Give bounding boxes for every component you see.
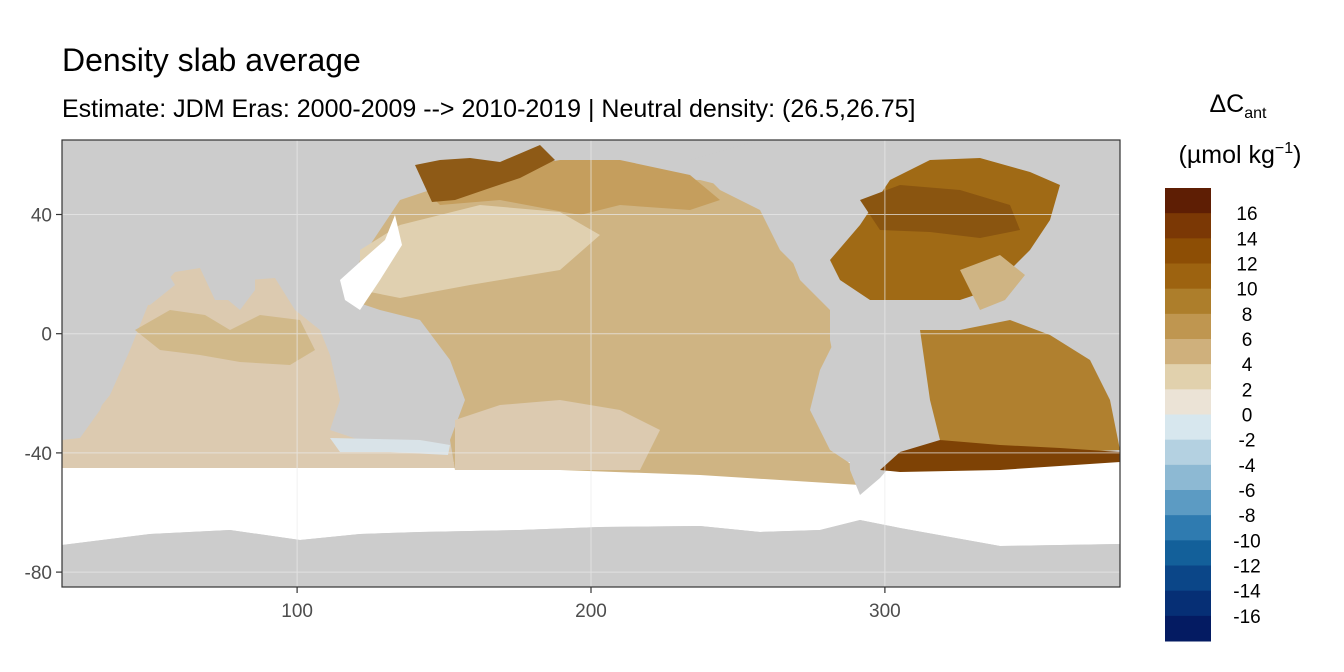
legend-swatch [1165, 188, 1211, 214]
region-asia-coast-white [340, 215, 402, 310]
legend-swatch [1165, 464, 1211, 491]
legend-label: -4 [1239, 456, 1256, 477]
legend-label: -16 [1233, 607, 1260, 628]
legend-label: 12 [1236, 255, 1257, 276]
legend-swatch [1165, 213, 1211, 239]
legend-swatch [1165, 288, 1211, 315]
legend-label: -14 [1233, 582, 1261, 603]
legend-label: 0 [1242, 406, 1253, 427]
x-axis: 100 200 300 [281, 587, 901, 622]
legend-swatch [1165, 590, 1211, 617]
chart-title: Density slab average [62, 42, 361, 78]
region-okhotsk-sea [415, 145, 555, 202]
legend-labels: 16 14 12 10 8 6 4 2 0 -2 -4 -6 -8 -10 -12 -14 -16 [1233, 204, 1261, 628]
legend-swatch [1165, 414, 1211, 441]
legend-label: 6 [1242, 330, 1253, 351]
region-atlantic-eastern [960, 255, 1025, 310]
legend-label: 8 [1242, 305, 1253, 326]
region-south-of-australia [330, 438, 450, 455]
legend-swatch [1165, 439, 1211, 466]
legend-swatch [1165, 490, 1211, 516]
region-arabian-sea [135, 310, 315, 365]
region-north-atlantic-subpolar [860, 185, 1020, 238]
legend-label: 10 [1236, 280, 1257, 301]
region-africa-land-2 [62, 300, 125, 440]
legend-swatch [1165, 540, 1211, 566]
legend-label: -12 [1233, 557, 1260, 578]
region-north-pacific-subtropical [360, 205, 600, 298]
grid [62, 140, 1120, 587]
legend-label: -10 [1233, 531, 1260, 552]
legend-swatch [1165, 565, 1211, 592]
legend-swatch [1165, 263, 1211, 290]
legend-swatch [1165, 313, 1211, 340]
legend-swatch [1165, 389, 1211, 415]
legend-label: 2 [1242, 380, 1253, 401]
legend: ΔCant (µmol kg−1) 16 14 12 10 8 6 4 2 0 -2 -4 -6 -8 -… [1165, 90, 1301, 642]
y-tick-label: -80 [25, 563, 52, 584]
legend-swatch [1165, 364, 1211, 390]
legend-swatch [1165, 515, 1211, 541]
y-axis: 40 0 -40 -80 [25, 206, 62, 584]
x-tick-label: 200 [575, 601, 607, 622]
legend-label: -2 [1239, 431, 1256, 452]
legend-label: 16 [1236, 204, 1257, 225]
region-india-land [215, 265, 255, 310]
y-tick-label: 40 [31, 206, 52, 227]
legend-title: ΔCant [1209, 90, 1267, 122]
y-tick-label: -40 [25, 444, 52, 465]
legend-swatch [1165, 615, 1211, 642]
region-africa-land [62, 250, 175, 305]
region-argentine-basin [880, 440, 1120, 472]
legend-label: -6 [1239, 481, 1256, 502]
region-south-atlantic [920, 320, 1120, 455]
region-australia-land [338, 365, 460, 445]
legend-label: 4 [1242, 355, 1253, 376]
legend-label: -8 [1239, 506, 1256, 527]
region-north-america-land [690, 140, 900, 270]
x-tick-label: 100 [281, 601, 313, 622]
y-tick-label: 0 [41, 325, 52, 346]
legend-swatch [1165, 238, 1211, 264]
legend-label: 14 [1236, 229, 1258, 250]
legend-swatch [1165, 339, 1211, 365]
region-africa-west-land [1010, 250, 1120, 420]
legend-unit: (µmol kg−1) [1179, 140, 1302, 169]
legend-colorbar [1165, 188, 1211, 642]
chart-subtitle: Estimate: JDM Eras: 2000-2009 --> 2010-2… [62, 95, 916, 123]
x-tick-label: 300 [869, 601, 901, 622]
